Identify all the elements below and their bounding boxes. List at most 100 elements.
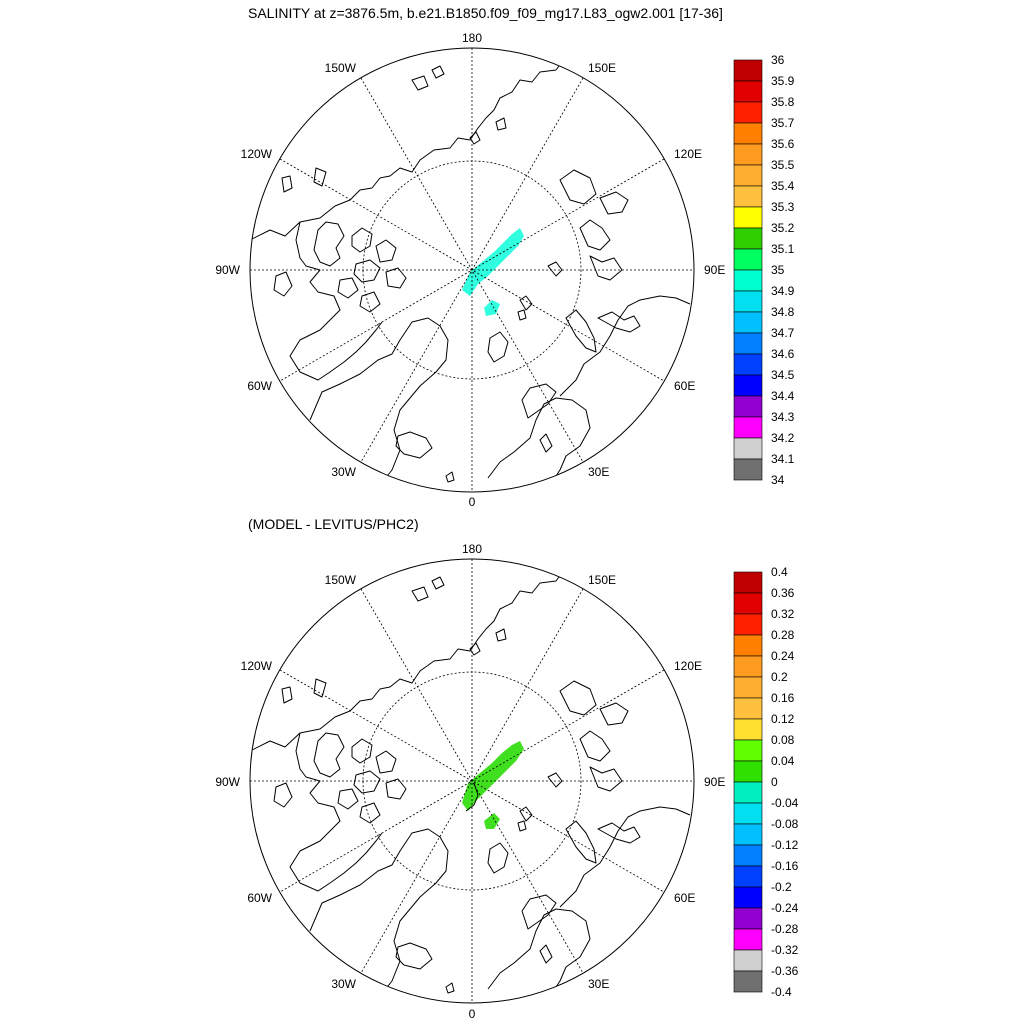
colorbar-bottom-box-5 <box>733 676 763 699</box>
colorbar-bottom-box-8 <box>733 739 763 762</box>
lon-label-180-bottom: 180 <box>462 542 482 556</box>
colorbar-top-box-19 <box>733 458 763 481</box>
colorbar-top-label-0: 36 <box>771 53 785 67</box>
top-title: SALINITY at z=3876.5m, b.e21.B1850.f09_f… <box>248 5 723 21</box>
colorbar-bottom-label-17: -0.28 <box>771 922 799 936</box>
colorbar-bottom-box-1 <box>733 592 763 615</box>
lon-label-30e-top: 30E <box>588 465 609 479</box>
colorbar-bottom-box-15 <box>733 886 763 909</box>
colorbar-top-label-1: 35.9 <box>771 74 795 88</box>
salinity-patch-ridge <box>462 228 524 296</box>
colorbar-top-box-12 <box>733 311 763 334</box>
colorbar-bottom-box-6 <box>733 697 763 720</box>
colorbar-bottom-label-9: 0.04 <box>771 754 795 768</box>
colorbar-top-box-4 <box>733 143 763 166</box>
colorbar-top-label-16: 34.4 <box>771 389 795 403</box>
colorbar-top-box-10 <box>733 269 763 292</box>
colorbar-bottom-box-12 <box>733 823 763 846</box>
lon-label-90w-bottom: 90W <box>215 775 240 789</box>
colorbar-top-label-14: 34.6 <box>771 347 795 361</box>
colorbar-bottom-label-19: -0.36 <box>771 964 799 978</box>
anomaly-patch-ridge <box>462 741 524 811</box>
colorbar-top-label-3: 35.7 <box>771 116 795 130</box>
colorbar-top-label-18: 34.2 <box>771 431 795 445</box>
colorbar-bottom-box-14 <box>733 865 763 888</box>
lon-label-90e-top: 90E <box>704 263 725 277</box>
colorbar-top-label-7: 35.3 <box>771 200 795 214</box>
lon-label-30e-bottom: 30E <box>588 977 609 991</box>
colorbar-top-box-14 <box>733 353 763 376</box>
colorbar-top-box-11 <box>733 290 763 313</box>
colorbar-top-label-17: 34.3 <box>771 410 795 424</box>
colorbar-bottom-label-20: -0.4 <box>771 985 792 999</box>
colorbar-top-label-11: 34.9 <box>771 284 795 298</box>
colorbar-top-label-8: 35.2 <box>771 221 795 235</box>
colorbar-top-label-12: 34.8 <box>771 305 795 319</box>
colorbar-top-box-1 <box>733 80 763 103</box>
graticule-bottom <box>250 559 694 1003</box>
colorbar-bottom-label-7: 0.12 <box>771 712 795 726</box>
colorbar-bottom-label-5: 0.2 <box>771 670 788 684</box>
colorbar-top-label-19: 34.1 <box>771 452 795 466</box>
lon-label-60w-top: 60W <box>247 379 272 393</box>
colorbar-top-label-4: 35.6 <box>771 137 795 151</box>
colorbar-bottom-label-11: -0.04 <box>771 796 799 810</box>
lon-label-0-bottom: 0 <box>469 1007 476 1021</box>
salinity-field-top <box>462 228 524 316</box>
lon-label-30w-bottom: 30W <box>331 977 356 991</box>
lon-label-60e-top: 60E <box>674 379 695 393</box>
lon-label-180-top: 180 <box>462 31 482 45</box>
colorbar-bottom-label-13: -0.12 <box>771 838 799 852</box>
lon-label-60w-bottom: 60W <box>247 891 272 905</box>
colorbar-bottom-box-17 <box>733 928 763 951</box>
lon-label-30w-top: 30W <box>331 465 356 479</box>
salinity-patch-small <box>484 300 500 316</box>
colorbar-bottom-label-18: -0.32 <box>771 943 799 957</box>
colorbar-bottom-box-19 <box>733 970 763 993</box>
colorbar-bottom-label-8: 0.08 <box>771 733 795 747</box>
lon-label-60e-bottom: 60E <box>674 891 695 905</box>
colorbar-top-label-13: 34.7 <box>771 326 795 340</box>
colorbar-bottom-box-11 <box>733 802 763 825</box>
colorbar-top-box-8 <box>733 227 763 250</box>
colorbar-top-box-7 <box>733 206 763 229</box>
colorbar-top-box-0 <box>733 59 763 82</box>
colorbar-bottom-label-1: 0.36 <box>771 586 795 600</box>
colorbar-bottom-label-4: 0.24 <box>771 649 795 663</box>
colorbar-bottom: 0.4 0.36 0.32 0.28 0.24 0.2 0.16 0.12 0.08 0.04 0 -… <box>733 565 799 999</box>
lon-label-120w-bottom: 120W <box>241 659 273 673</box>
colorbar-top-box-13 <box>733 332 763 355</box>
lon-label-90w-top: 90W <box>215 263 240 277</box>
colorbar-bottom-label-12: -0.08 <box>771 817 799 831</box>
colorbar-bottom-box-0 <box>733 571 763 594</box>
colorbar-bottom-label-2: 0.32 <box>771 607 795 621</box>
colorbar-bottom-box-13 <box>733 844 763 867</box>
colorbar-top-label-10: 35 <box>771 263 785 277</box>
colorbar-top-box-18 <box>733 437 763 460</box>
colorbar-bottom-box-7 <box>733 718 763 741</box>
colorbar-bottom-label-14: -0.16 <box>771 859 799 873</box>
colorbar-bottom-label-6: 0.16 <box>771 691 795 705</box>
colorbar-bottom-box-2 <box>733 613 763 636</box>
colorbar-bottom-label-15: -0.2 <box>771 880 792 894</box>
colorbar-top-box-5 <box>733 164 763 187</box>
colorbar-top-box-16 <box>733 395 763 418</box>
colorbar-top-label-9: 35.1 <box>771 242 795 256</box>
colorbar-top-box-2 <box>733 101 763 124</box>
colorbar-top-label-5: 35.5 <box>771 158 795 172</box>
lon-label-150e-top: 150E <box>588 61 616 75</box>
lon-label-90e-bottom: 90E <box>704 775 725 789</box>
colorbar-top-box-17 <box>733 416 763 439</box>
graticule-top <box>250 48 694 492</box>
colorbar-top-box-6 <box>733 185 763 208</box>
map-boundary-top <box>249 47 695 493</box>
colorbar-bottom-box-3 <box>733 634 763 657</box>
map-boundary-bottom <box>249 558 695 1004</box>
top-map: 180 150W 150E 120W 120E 90W 90E 60W 60E … <box>215 31 725 509</box>
lon-label-0-top: 0 <box>469 495 476 509</box>
colorbar-bottom-box-16 <box>733 907 763 930</box>
colorbar-top-label-20: 34 <box>771 473 785 487</box>
bottom-title: (MODEL - LEVITUS/PHC2) <box>248 516 419 532</box>
colorbar-bottom-box-4 <box>733 655 763 678</box>
colorbar-bottom-label-10: 0 <box>771 775 778 789</box>
